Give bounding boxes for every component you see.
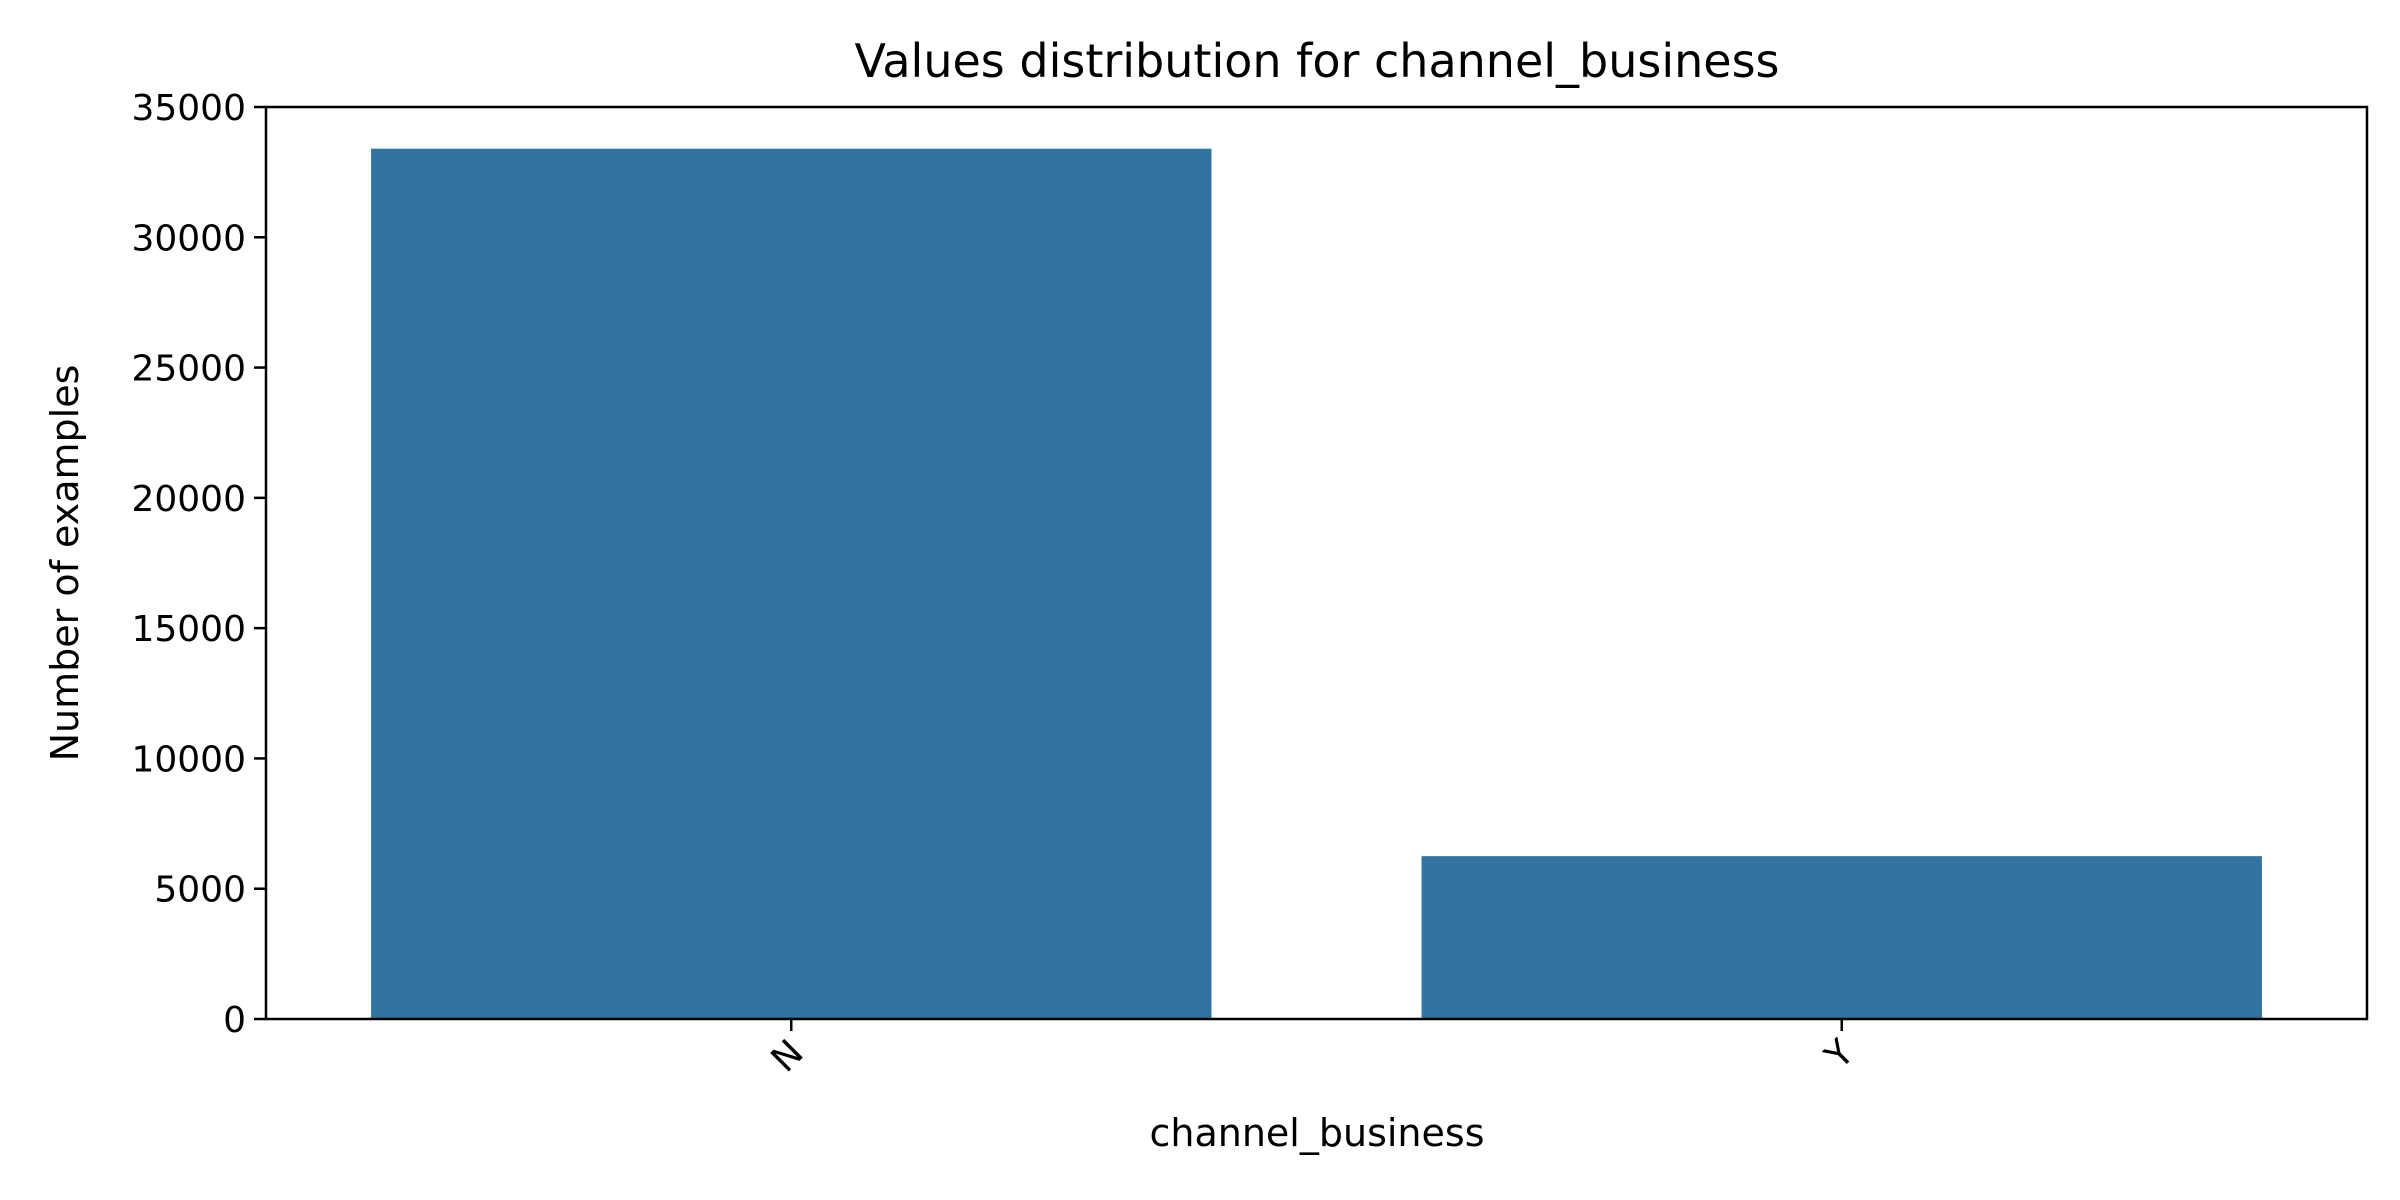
y-tick-label: 25000	[131, 349, 246, 390]
y-axis: 0 5000 10000 15000 20000 25000 30000 35000	[131, 88, 266, 1041]
bars-group	[371, 148, 2262, 1020]
y-tick-label: 15000	[131, 609, 246, 650]
y-tick-label: 10000	[131, 739, 246, 780]
y-tick-label: 20000	[131, 479, 246, 520]
y-tick-label: 30000	[131, 218, 246, 259]
x-tick-label: Y	[1817, 1032, 1863, 1078]
y-tick-label: 35000	[131, 88, 246, 129]
y-axis-label: Number of examples	[43, 365, 87, 762]
y-tick-label: 0	[223, 1000, 246, 1041]
bar-y	[1421, 856, 2262, 1019]
y-tick-label: 5000	[154, 870, 246, 911]
x-axis-label: channel_business	[1150, 1111, 1485, 1155]
chart-title: Values distribution for channel_business	[854, 34, 1779, 88]
x-tick-label: N	[764, 1032, 812, 1080]
plot-frame	[264, 105, 2369, 1021]
bar-n	[371, 148, 1212, 1020]
